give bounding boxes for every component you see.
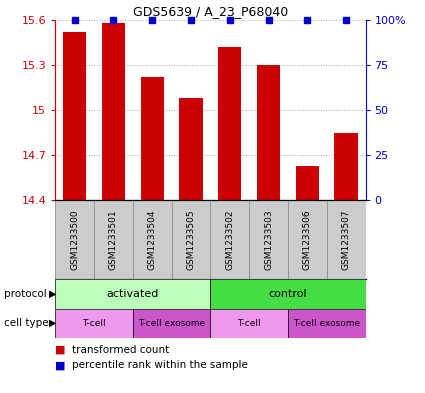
Bar bbox=[133, 200, 172, 279]
Text: percentile rank within the sample: percentile rank within the sample bbox=[72, 360, 248, 371]
Bar bbox=[288, 309, 366, 338]
Text: GSM1233504: GSM1233504 bbox=[148, 209, 157, 270]
Text: GSM1233503: GSM1233503 bbox=[264, 209, 273, 270]
Bar bbox=[210, 309, 288, 338]
Bar bbox=[257, 65, 280, 200]
Text: T-cell exosome: T-cell exosome bbox=[138, 319, 205, 328]
Text: GSM1233507: GSM1233507 bbox=[342, 209, 351, 270]
Bar bbox=[55, 200, 94, 279]
Bar bbox=[296, 166, 319, 200]
Text: GSM1233506: GSM1233506 bbox=[303, 209, 312, 270]
Bar bbox=[210, 279, 366, 309]
Title: GDS5639 / A_23_P68040: GDS5639 / A_23_P68040 bbox=[133, 6, 288, 18]
Bar bbox=[55, 279, 210, 309]
Text: T-cell: T-cell bbox=[237, 319, 261, 328]
Text: ■: ■ bbox=[55, 360, 66, 371]
Text: GSM1233500: GSM1233500 bbox=[70, 209, 79, 270]
Bar bbox=[133, 309, 210, 338]
Text: cell type: cell type bbox=[4, 318, 49, 328]
Text: GSM1233505: GSM1233505 bbox=[187, 209, 196, 270]
Text: GSM1233502: GSM1233502 bbox=[225, 209, 234, 270]
Bar bbox=[249, 200, 288, 279]
Bar bbox=[179, 98, 203, 200]
Bar bbox=[63, 32, 86, 200]
Bar bbox=[94, 200, 133, 279]
Bar bbox=[55, 309, 133, 338]
Bar bbox=[210, 200, 249, 279]
Text: T-cell: T-cell bbox=[82, 319, 106, 328]
Bar bbox=[327, 200, 366, 279]
Bar bbox=[218, 47, 241, 200]
Text: activated: activated bbox=[107, 289, 159, 299]
Text: ▶: ▶ bbox=[49, 289, 57, 299]
Text: ■: ■ bbox=[55, 345, 66, 355]
Text: T-cell exosome: T-cell exosome bbox=[293, 319, 360, 328]
Bar bbox=[172, 200, 210, 279]
Text: protocol: protocol bbox=[4, 289, 47, 299]
Text: control: control bbox=[269, 289, 307, 299]
Text: transformed count: transformed count bbox=[72, 345, 170, 355]
Bar bbox=[102, 23, 125, 200]
Text: GSM1233501: GSM1233501 bbox=[109, 209, 118, 270]
Text: ▶: ▶ bbox=[49, 318, 57, 328]
Bar bbox=[288, 200, 327, 279]
Bar bbox=[141, 77, 164, 200]
Bar bbox=[334, 132, 358, 200]
